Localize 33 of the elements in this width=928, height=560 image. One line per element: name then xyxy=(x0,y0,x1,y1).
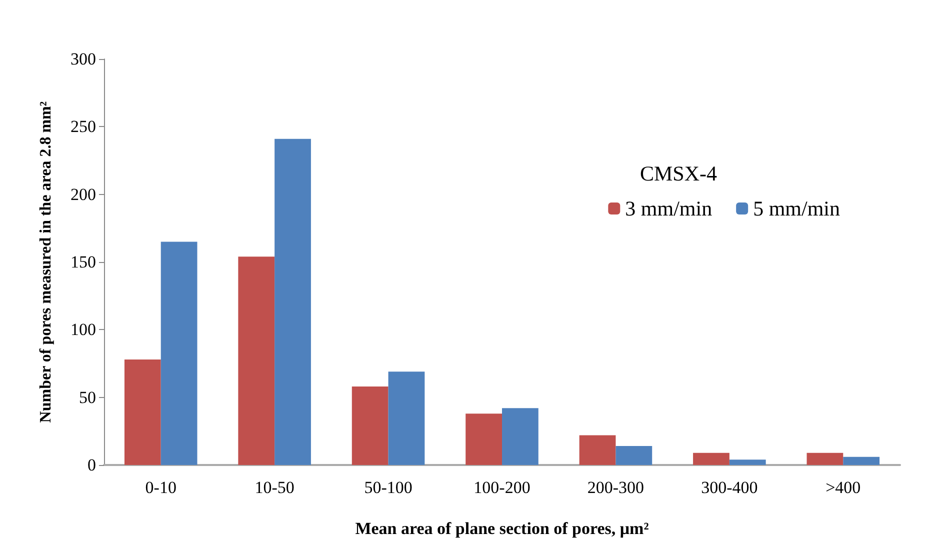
bar xyxy=(579,435,616,465)
bar xyxy=(693,452,730,465)
bar xyxy=(160,242,198,465)
x-axis-title: Mean area of plane section of pores, μm² xyxy=(355,519,649,538)
y-tick-label: 200 xyxy=(70,184,96,204)
y-tick-label: 300 xyxy=(70,50,96,68)
y-tick-label: 150 xyxy=(70,252,96,272)
bar xyxy=(843,456,880,465)
legend-title: CMSX-4 xyxy=(640,162,718,186)
y-axis-title: Number of pores measured in the area 2.8 mm² xyxy=(38,101,54,423)
bar xyxy=(352,386,388,465)
x-tick-label: >400 xyxy=(826,478,861,497)
y-tick-label: 50 xyxy=(79,388,96,407)
legend-label: 3 mm/min xyxy=(625,196,713,220)
bar xyxy=(388,372,425,465)
y-tick-label: 100 xyxy=(70,320,96,340)
legend-label: 5 mm/min xyxy=(753,196,840,220)
y-tick-label: 0 xyxy=(88,456,96,474)
bar xyxy=(466,414,502,465)
bar xyxy=(616,446,652,465)
bar xyxy=(502,408,538,465)
x-tick-label: 300-400 xyxy=(701,478,758,497)
bar xyxy=(274,138,311,465)
x-tick-label: 0-10 xyxy=(145,478,176,497)
bar xyxy=(806,452,844,465)
bar xyxy=(729,460,766,465)
x-tick-label: 10-50 xyxy=(254,478,294,497)
x-tick-label: 100-200 xyxy=(474,478,530,497)
x-tick-label: 50-100 xyxy=(364,478,412,497)
x-tick-label: 200-300 xyxy=(587,478,644,497)
bar xyxy=(124,359,161,465)
bar xyxy=(238,256,275,465)
y-tick-label: 250 xyxy=(70,117,96,136)
